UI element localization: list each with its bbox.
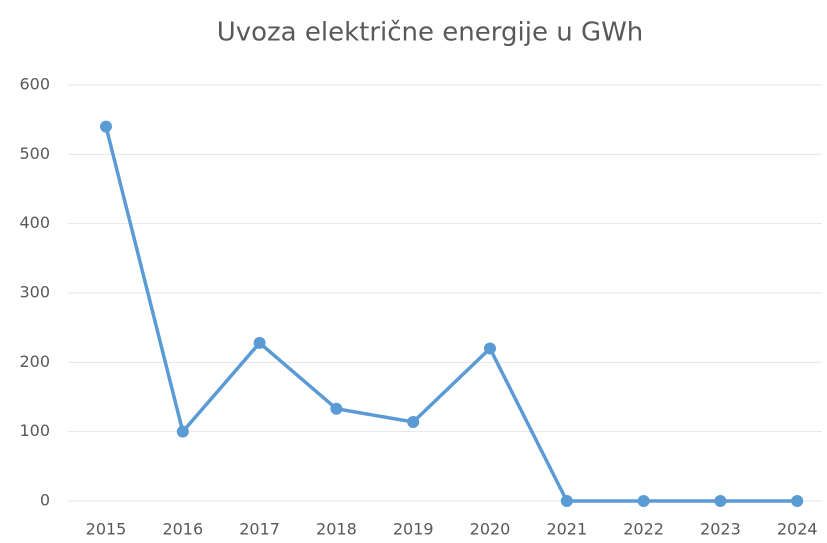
point [253,336,266,349]
line [104,126,798,503]
chart-title: Uvoza električne energije u GWh [217,18,644,48]
x-tick-label: 2020 [470,520,511,539]
x-tick-label: 2022 [623,520,664,539]
x-tick-label: 2019 [393,520,434,539]
y-tick-label: 400 [19,213,50,232]
x-tick-label: 2024 [777,520,818,539]
point [100,120,112,133]
y-tick-label: 100 [19,421,50,440]
x-tick-label: 2023 [700,520,741,539]
x-tick-label: 2016 [162,520,203,539]
y-tick-label: 200 [19,352,50,371]
point [330,402,343,415]
point [407,415,420,428]
x-tick-label: 2017 [239,520,280,539]
point [637,495,650,507]
point [714,495,727,507]
y-tick-label: 300 [19,283,50,302]
y-tick-label: 600 [19,75,50,94]
point [484,342,496,355]
point [560,495,573,507]
x-tick-label: 2018 [316,520,357,539]
x-tick-label: 2015 [86,520,127,539]
y-tick-label: 0 [40,491,50,510]
x-tick-label: 2021 [546,520,587,539]
point [176,425,189,438]
point [791,495,804,507]
y-tick-label: 500 [19,144,50,163]
